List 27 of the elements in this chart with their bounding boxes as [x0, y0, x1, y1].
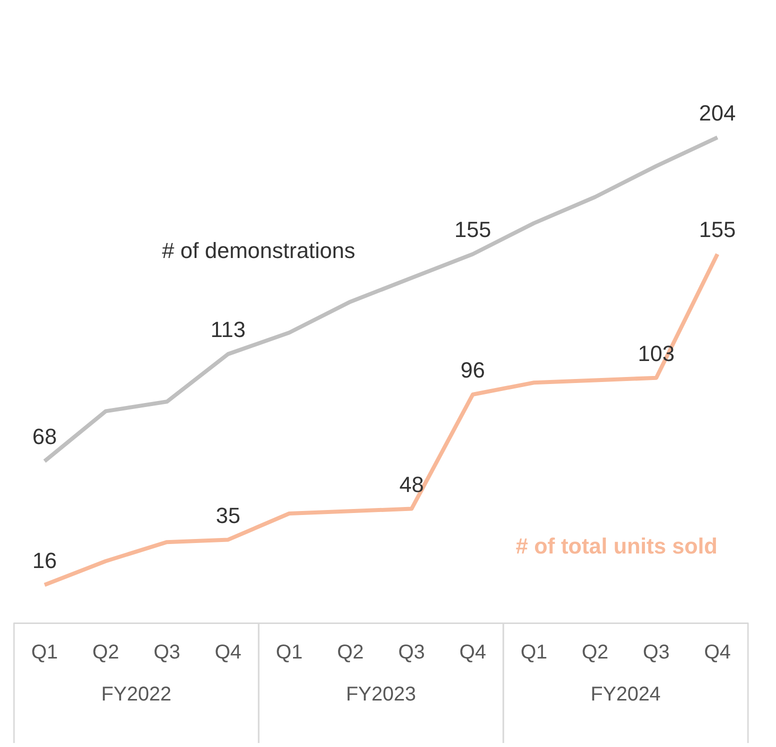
data-label: 155 — [454, 217, 492, 242]
text: # of total units sold — [516, 534, 718, 559]
x-tick-label: Q2 — [92, 642, 120, 664]
x-tick-label: Q1 — [276, 642, 303, 664]
data-label: 68 — [32, 424, 57, 450]
x-tick-label: Q4 — [214, 642, 242, 664]
x-tick-label: Q4 — [704, 642, 731, 664]
text: FY2024 — [590, 684, 661, 706]
x-tick-label: Q3 — [154, 642, 180, 664]
data-label: 103 — [638, 340, 675, 366]
x-tick-label: Q1 — [520, 642, 548, 664]
x-tick-label: Q4 — [459, 642, 486, 664]
series-label: # of demonstrations — [162, 238, 356, 263]
data-label: 35 — [216, 502, 240, 528]
data-label: 155 — [699, 217, 736, 242]
data-label: 48 — [399, 472, 424, 497]
x-tick-label: Q1 — [31, 642, 58, 664]
x-tick-label: Q3 — [642, 642, 670, 664]
data-label: 16 — [32, 548, 57, 573]
x-tick-label: Q2 — [337, 642, 364, 664]
data-label: 113 — [210, 317, 246, 342]
text: FY2023 — [346, 684, 416, 706]
x-tick-label: Q3 — [398, 642, 425, 664]
x-tick-label: Q2 — [582, 642, 608, 664]
data-label: 96 — [460, 358, 485, 383]
text: FY2022 — [101, 684, 172, 706]
data-label: 204 — [699, 100, 736, 126]
